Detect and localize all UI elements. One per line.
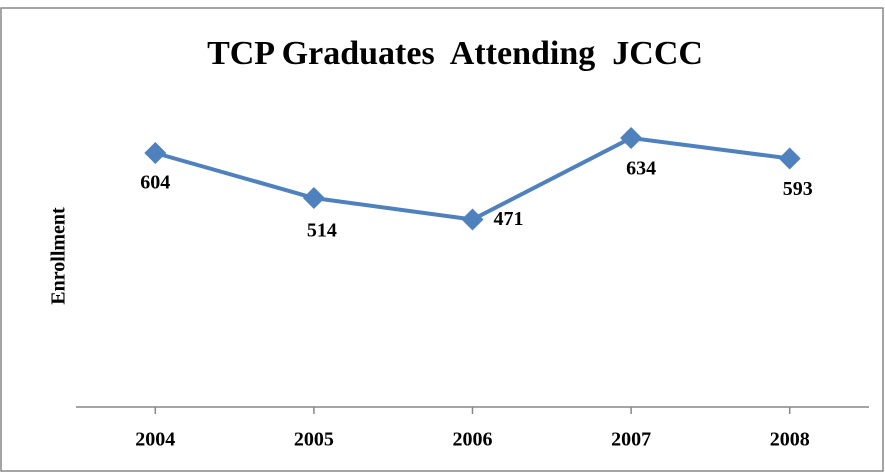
point-marker: [461, 208, 484, 231]
data-label: 514: [307, 220, 337, 242]
x-tick-label: 2007: [611, 429, 651, 451]
point-marker: [778, 147, 801, 170]
x-tick-label: 2006: [453, 429, 493, 451]
x-tick-label: 2004: [135, 429, 175, 451]
x-tick-label: 2008: [770, 429, 810, 451]
point-marker: [620, 127, 643, 149]
point-marker: [144, 142, 167, 164]
data-label: 471: [494, 208, 524, 230]
x-tick-label: 2005: [294, 429, 334, 451]
point-marker: [302, 187, 325, 209]
chart-title: TCP Graduates Attending JCCC: [207, 35, 703, 72]
chart-frame: [0, 7, 884, 472]
data-label: 593: [783, 178, 813, 200]
y-axis-label: Enrollment: [48, 207, 70, 305]
data-label: 634: [626, 158, 656, 180]
data-label: 604: [140, 172, 170, 194]
